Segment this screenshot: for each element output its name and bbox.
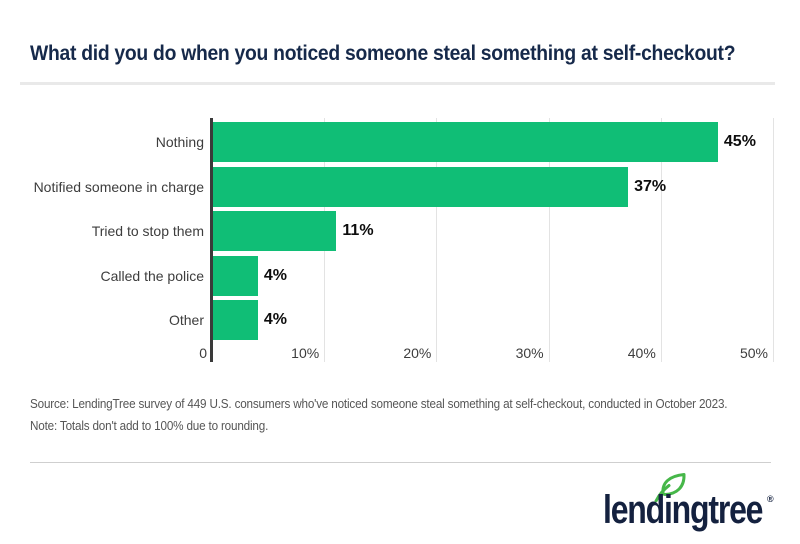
y-axis-line [210,118,213,362]
bar-notified-someone-in-charge [213,166,629,207]
bar-nothing [213,122,718,162]
category-label-tried-to-stop-them: Tried to stop them [91,223,204,239]
category-label-called-the-police: Called the police [100,267,204,284]
x-tick-label-50: 50% [739,345,768,361]
x-tick-label-0: 0 [199,345,207,361]
source-text: Source: LendingTree survey of 449 U.S. c… [30,396,728,411]
leaf-icon [654,473,686,502]
value-label-called-the-police: 4% [263,266,287,284]
x-tick-label-20: 20% [403,345,432,361]
category-label-other: Other [168,312,204,328]
bar-other [213,300,258,340]
category-label-nothing: Nothing [155,134,204,150]
bar-called-the-police [213,255,258,296]
chart-title: What did you do when you noticed someone… [30,42,736,65]
gridline-50 [773,118,774,362]
value-label-other: 4% [263,311,287,328]
x-tick-label-40: 40% [627,345,656,361]
value-label-notified-someone-in-charge: 37% [634,177,667,195]
category-label-notified-someone-in-charge: Notified someone in charge [33,178,204,195]
bar-tried-to-stop-them [213,211,337,251]
trademark-symbol: ® [767,494,774,504]
note-text: Note: Totals don't add to 100% due to ro… [30,418,269,433]
lendingtree-logo: lendingtree ® [595,468,785,534]
value-label-tried-to-stop-them: 11% [342,222,374,239]
x-tick-label-10: 10% [291,345,320,361]
gridline-20 [436,118,438,362]
value-label-nothing: 45% [723,133,756,150]
footer-divider [30,462,771,463]
gridline-30 [548,118,550,362]
title-divider [20,82,775,85]
gridline-40 [660,118,662,362]
x-tick-label-30: 30% [515,345,544,361]
logo-wordmark: lendingtree [603,488,763,532]
